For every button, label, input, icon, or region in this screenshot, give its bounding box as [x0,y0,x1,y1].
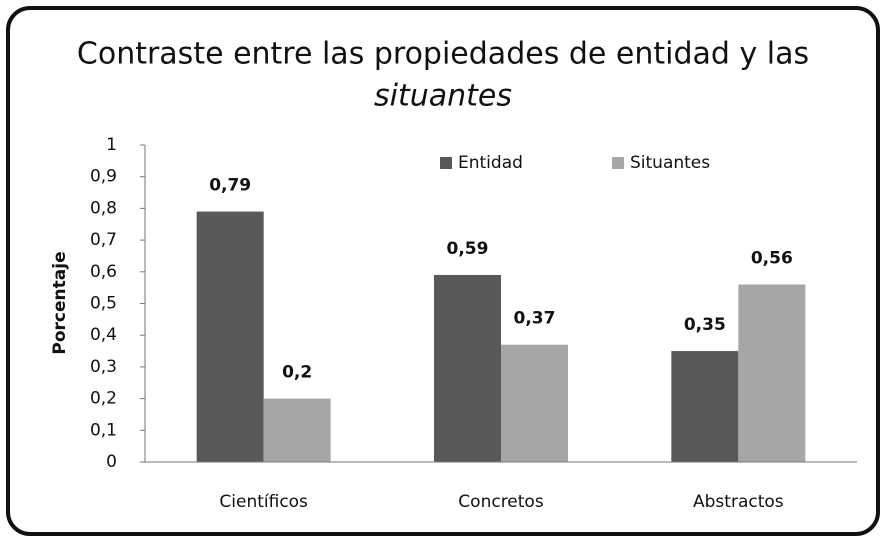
data-label: 0,79 [209,176,251,196]
data-label: 0,35 [684,315,726,335]
bar [738,284,806,462]
legend-swatch [612,157,624,169]
y-tick-label: 0,1 [90,420,117,440]
chart-title: Contraste entre las propiedades de entid… [77,37,809,72]
bar [263,398,331,462]
bar [434,274,501,462]
y-tick-label: 0,3 [90,357,117,377]
legend-swatch [440,157,452,169]
data-label: 0,37 [514,309,556,329]
y-tick-label: 1 [106,135,117,155]
chart-title: situantes [374,79,512,114]
y-tick-label: 0,5 [90,294,117,314]
y-tick-label: 0,8 [90,198,117,218]
x-tick-label: Abstractos [693,492,784,512]
x-tick-label: Científicos [219,492,308,512]
y-tick-label: 0,7 [90,230,117,250]
y-tick-label: 0,6 [90,262,117,282]
y-tick-label: 0,4 [90,325,117,345]
legend-label: Entidad [458,153,523,173]
x-tick-label: Concretos [458,492,544,512]
y-tick-label: 0 [106,452,117,472]
y-tick-label: 0,2 [90,389,117,409]
data-label: 0,59 [447,239,489,259]
y-axis-label: Porcentaje [50,251,70,354]
legend-label: Situantes [630,153,710,173]
data-label: 0,2 [282,363,312,383]
bar [501,344,568,462]
y-tick-label: 0,9 [90,167,117,187]
bar [196,211,264,462]
data-label: 0,56 [751,248,793,268]
bar [671,351,739,462]
